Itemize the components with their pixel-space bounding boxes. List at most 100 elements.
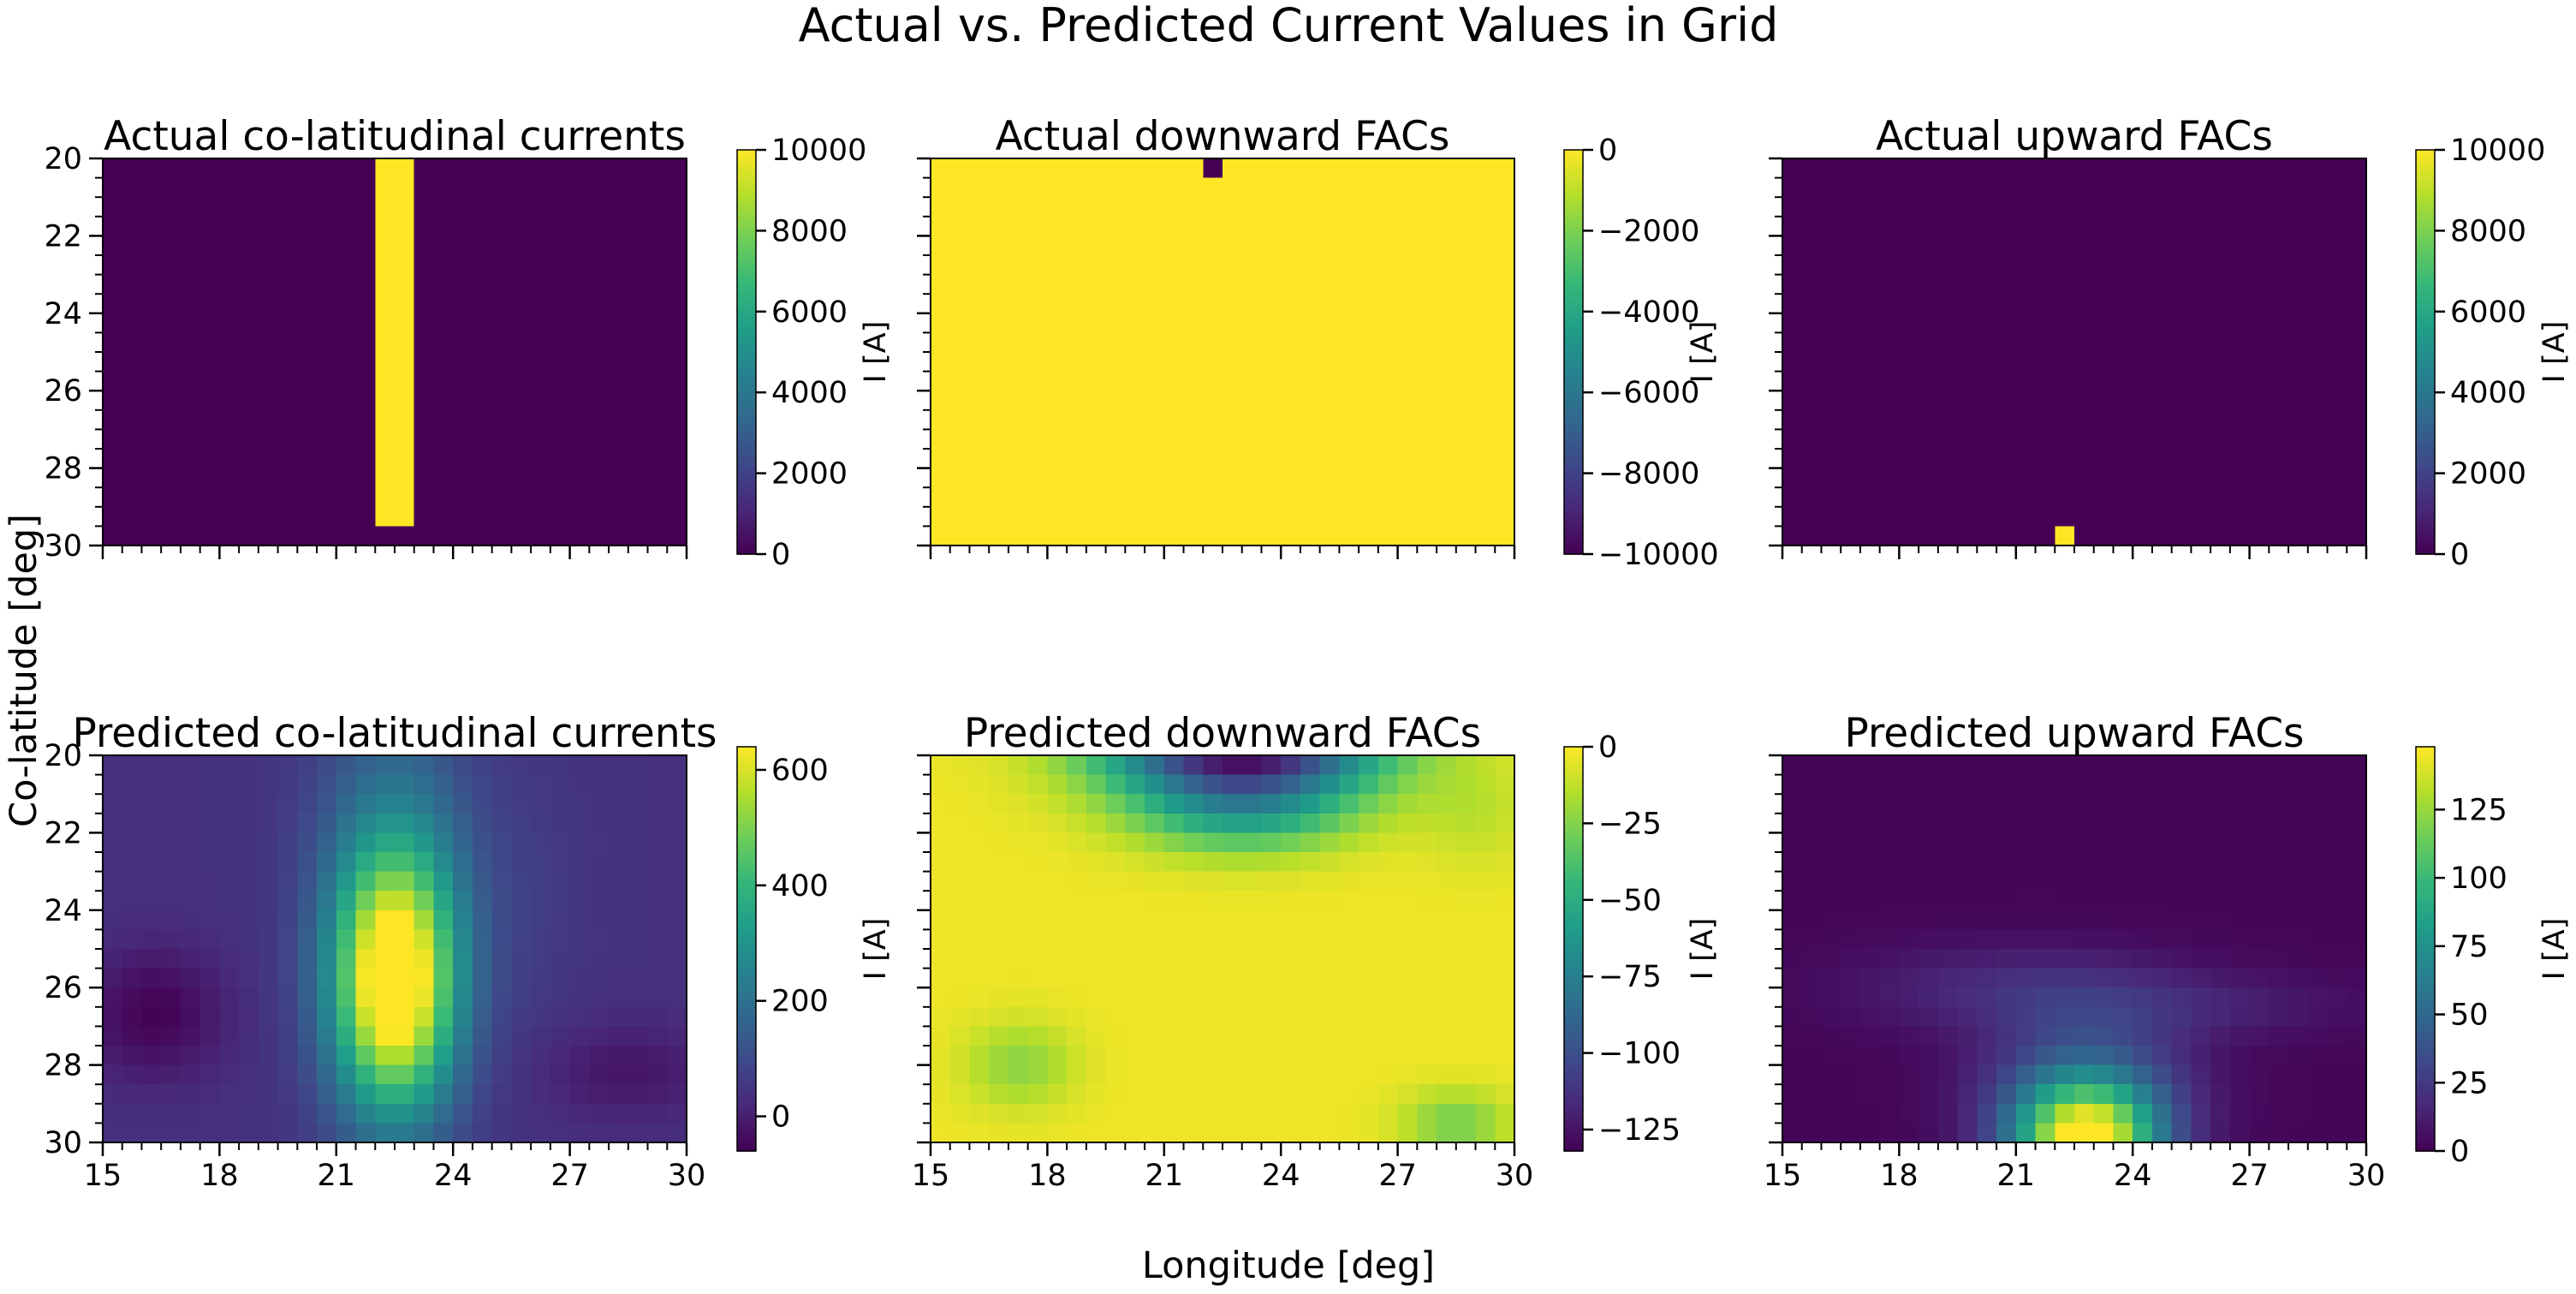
x-tick-label: 15 <box>912 1159 950 1193</box>
colorbar-segment <box>2416 1070 2435 1075</box>
colorbar-segment <box>737 780 756 785</box>
heatmap-cell <box>122 429 143 450</box>
heatmap-cell <box>161 429 181 450</box>
heatmap-cell <box>1879 949 1900 969</box>
heatmap-cell <box>969 332 990 353</box>
heatmap-cell <box>336 1123 357 1143</box>
heatmap-cell <box>1821 449 1841 469</box>
heatmap-cell <box>1437 409 1457 430</box>
heatmap-cell <box>969 891 990 911</box>
colorbar-segment <box>737 975 756 981</box>
heatmap-cell <box>1281 852 1301 873</box>
heatmap-cell <box>472 409 493 430</box>
colorbar-segment <box>1564 810 1583 815</box>
heatmap-cell <box>1359 1123 1379 1143</box>
heatmap-cell <box>2269 526 2289 546</box>
heatmap-cell <box>1377 216 1399 236</box>
heatmap-cell <box>1919 774 1939 795</box>
heatmap-cell <box>1996 832 2017 853</box>
colorbar-segment <box>2416 510 2435 515</box>
heatmap-cell <box>1996 332 2017 353</box>
colorbar-segment <box>2416 904 2435 909</box>
colorbar-segment <box>737 1144 756 1148</box>
heatmap-cell <box>647 1084 668 1105</box>
heatmap-cell <box>355 1026 376 1047</box>
colorbar-segment <box>737 1066 756 1071</box>
colorbar-segment <box>2416 898 2435 903</box>
heatmap-cell <box>2307 294 2329 314</box>
heatmap-cell <box>1397 332 1418 353</box>
heatmap-cell <box>1495 1064 1515 1085</box>
heatmap-cell <box>1125 216 1145 236</box>
heatmap-cell <box>2015 1026 2037 1047</box>
colorbar-segment <box>2416 1127 2435 1132</box>
colorbar-frame <box>1563 149 1584 555</box>
heatmap-cell <box>453 352 473 373</box>
heatmap-cell <box>2151 526 2173 546</box>
colorbar-segment <box>2416 462 2435 468</box>
heatmap-cell <box>1455 1103 1477 1124</box>
heatmap-cell <box>609 391 629 411</box>
colorbar-segment <box>737 241 756 245</box>
heatmap-cell <box>1067 352 1087 373</box>
heatmap-cell <box>989 968 1009 988</box>
heatmap-cell <box>949 197 971 218</box>
heatmap-cell <box>1957 755 1978 776</box>
heatmap-cell <box>1417 391 1437 411</box>
heatmap-cell <box>1879 832 1900 853</box>
heatmap-cell <box>336 1103 357 1124</box>
heatmap-cell <box>2191 177 2211 198</box>
heatmap-cell <box>1377 1064 1399 1085</box>
colorbar-segment <box>1564 1002 1583 1007</box>
colorbar-segment <box>1564 841 1583 845</box>
heatmap-cell <box>1008 352 1029 373</box>
heatmap-cell <box>1163 871 1185 891</box>
heatmap-cell <box>491 1103 512 1124</box>
heatmap-cell <box>1145 871 1165 891</box>
colorbar-segment <box>1564 800 1583 805</box>
colorbar-segment <box>2416 456 2435 461</box>
heatmap-cell <box>589 391 610 411</box>
heatmap-cell <box>219 429 240 450</box>
heatmap-cell <box>2113 968 2133 988</box>
heatmap-cell <box>2074 929 2095 950</box>
colorbar-segment <box>2416 888 2435 892</box>
heatmap-cell <box>1996 158 2017 179</box>
heatmap-cell <box>1821 371 1841 391</box>
heatmap-cell <box>2074 236 2095 256</box>
heatmap-cell <box>2133 177 2153 198</box>
heatmap-cell <box>1397 274 1418 295</box>
heatmap-cell <box>1377 1103 1399 1124</box>
colorbar-segment <box>737 898 756 903</box>
heatmap-cell <box>317 294 337 314</box>
heatmap-cell <box>1996 1084 2017 1105</box>
heatmap-cell <box>1821 1006 1841 1027</box>
heatmap-cell <box>472 1046 493 1066</box>
heatmap-cell <box>297 832 318 853</box>
heatmap-cell <box>2015 371 2037 391</box>
heatmap-cell <box>1899 313 1919 333</box>
heatmap-cell <box>1145 526 1165 546</box>
heatmap-cell <box>1859 968 1881 988</box>
heatmap-cell <box>2113 352 2133 373</box>
colorbar-segment <box>2416 399 2435 403</box>
heatmap-cell <box>1821 949 1841 969</box>
heatmap-cell <box>1125 313 1145 333</box>
colorbar-tick-label: 400 <box>771 869 829 903</box>
heatmap-cell <box>433 832 454 853</box>
heatmap-cell <box>1899 1064 1919 1085</box>
heatmap-cell <box>1437 274 1457 295</box>
colorbar-segment <box>1564 408 1583 414</box>
heatmap-cell <box>199 1123 220 1143</box>
heatmap-cell <box>277 468 298 488</box>
heatmap-cell <box>1241 332 1263 353</box>
heatmap-cell <box>511 871 532 891</box>
heatmap-cell <box>2307 832 2329 853</box>
heatmap-cell <box>453 909 473 930</box>
heatmap-cell <box>2347 909 2367 930</box>
heatmap-cells <box>931 755 1515 1143</box>
heatmap-cell <box>1879 774 1900 795</box>
heatmap-cell <box>2327 813 2347 833</box>
heatmap-cell <box>2327 313 2347 333</box>
colorbar-segment <box>1564 284 1583 289</box>
